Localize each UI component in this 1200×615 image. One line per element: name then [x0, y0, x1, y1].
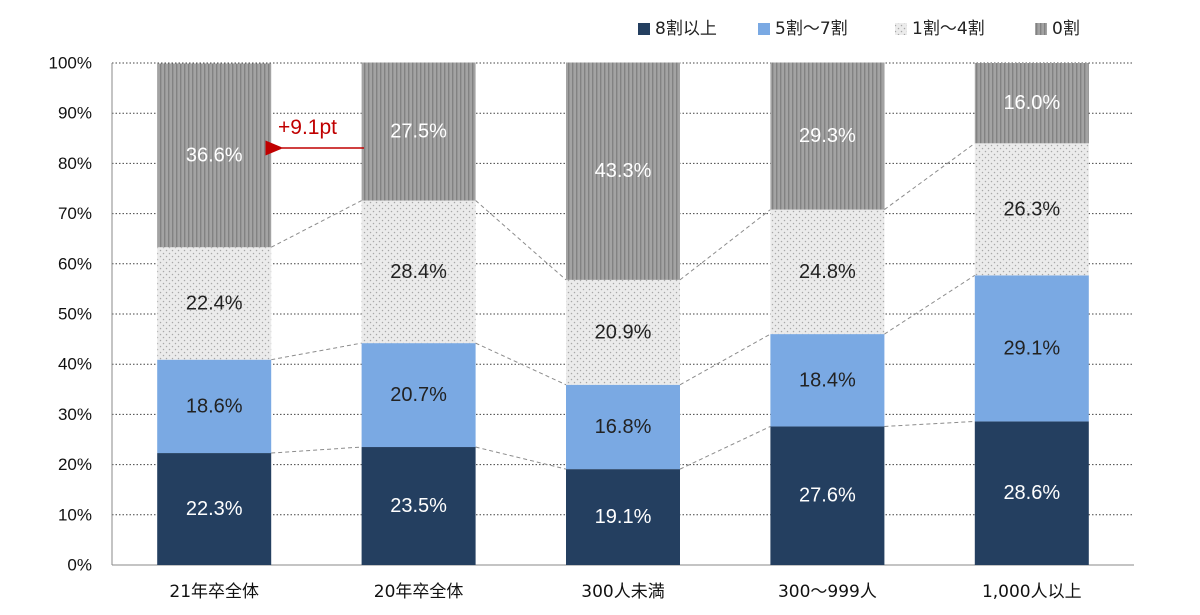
data-label: 27.6%	[799, 485, 856, 507]
data-label: 19.1%	[595, 506, 652, 528]
connector-line	[884, 420, 975, 427]
y-tick-label: 30%	[58, 405, 92, 424]
connector-line	[679, 425, 771, 470]
legend-label: 0割	[1052, 19, 1080, 39]
bar-segment	[361, 447, 476, 565]
data-labels: 22.3% 18.6% 22.4% 36.6% 23.5% 20.7% 28.4% 27.5%…	[186, 92, 1061, 528]
connector-line	[475, 446, 567, 470]
bar-segment	[157, 63, 272, 248]
x-axis: 21年卒全体 20年卒全体 300人未満 300〜999人 1,000人以上	[169, 582, 1081, 602]
y-tick-label: 100%	[49, 54, 92, 73]
y-tick-label: 90%	[58, 104, 92, 123]
connector-line	[271, 342, 362, 361]
legend-label: 5割〜7割	[775, 19, 848, 39]
bars	[157, 62, 1089, 565]
legend-swatch	[638, 23, 650, 35]
y-axis: 0% 10% 20% 30% 40% 50% 60% 70% 80% 90% 100%	[49, 54, 113, 575]
data-label: 26.3%	[1003, 198, 1060, 220]
bar-segment	[566, 384, 680, 470]
data-label: 20.7%	[390, 384, 447, 406]
data-label: 20.9%	[595, 321, 652, 343]
x-tick-label: 1,000人以上	[982, 582, 1082, 602]
data-label: 36.6%	[186, 144, 243, 166]
bar-segment	[770, 209, 885, 335]
data-label: 23.5%	[390, 495, 447, 517]
data-label: 28.6%	[1003, 482, 1060, 504]
y-tick-label: 10%	[58, 505, 92, 524]
data-label: 28.4%	[390, 261, 447, 283]
y-tick-label: 70%	[58, 204, 92, 223]
y-tick-label: 80%	[58, 154, 92, 173]
connector-line	[884, 142, 976, 210]
bar-segment	[974, 421, 1089, 565]
bar-segment	[566, 279, 680, 385]
x-tick-label: 300人未満	[581, 582, 664, 602]
legend-label: 1割〜4割	[912, 19, 985, 39]
data-label: 27.5%	[390, 121, 447, 143]
annotation-text: +9.1pt	[278, 116, 337, 139]
connector-lines	[270, 142, 976, 470]
bar-segment	[566, 62, 680, 280]
data-label: 29.1%	[1003, 337, 1060, 359]
data-label: 24.8%	[799, 261, 856, 283]
bar-segment	[361, 62, 476, 201]
bar-segment	[770, 334, 885, 427]
legend-swatch	[1035, 23, 1047, 35]
connector-line	[270, 200, 362, 248]
data-label: 16.8%	[595, 416, 652, 438]
connector-line	[475, 342, 567, 386]
connector-line	[475, 200, 567, 281]
bar-segment	[974, 63, 1089, 144]
bar-segment	[974, 143, 1089, 276]
bar-segment	[157, 247, 272, 360]
bar-segment	[770, 62, 885, 210]
legend-swatch	[758, 23, 770, 35]
bar-segment	[361, 343, 476, 448]
data-label: 29.3%	[799, 125, 856, 147]
legend: 8割以上 5割〜7割 1割〜4割 0割	[638, 19, 1080, 39]
connector-line	[271, 446, 362, 454]
data-label: 22.3%	[186, 498, 243, 520]
x-tick-label: 300〜999人	[778, 582, 877, 602]
x-tick-label: 20年卒全体	[374, 582, 464, 602]
y-tick-label: 0%	[67, 556, 92, 575]
bar-segment	[566, 469, 680, 565]
bar-segment	[974, 275, 1089, 422]
annotation: +9.1pt	[265, 116, 364, 156]
y-tick-label: 40%	[58, 355, 92, 374]
legend-swatch	[895, 23, 907, 35]
connector-line	[679, 333, 771, 386]
x-tick-label: 21年卒全体	[169, 582, 259, 602]
data-label: 43.3%	[595, 160, 652, 182]
data-label: 18.6%	[186, 395, 243, 417]
bar-segment	[770, 426, 885, 565]
bar-segment	[361, 200, 476, 344]
bar-segment	[157, 359, 272, 454]
data-label: 22.4%	[186, 292, 243, 314]
connector-line	[884, 274, 976, 335]
data-label: 18.4%	[799, 369, 856, 391]
y-tick-label: 20%	[58, 455, 92, 474]
legend-label: 8割以上	[655, 19, 717, 39]
y-tick-label: 50%	[58, 305, 92, 324]
y-tick-label: 60%	[58, 254, 92, 273]
data-label: 16.0%	[1003, 92, 1060, 114]
connector-line	[679, 209, 771, 281]
bar-segment	[157, 453, 272, 565]
